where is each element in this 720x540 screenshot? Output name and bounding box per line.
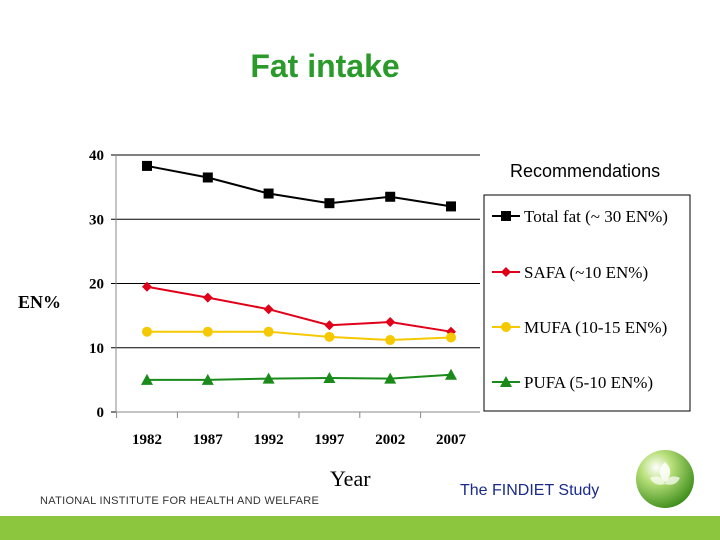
y-axis-label: EN% xyxy=(18,292,61,312)
x-tick-label: 2002 xyxy=(375,432,405,448)
legend-marker xyxy=(501,211,511,221)
y-tick-label: 10 xyxy=(89,341,104,357)
data-point xyxy=(263,326,274,337)
legend-entry: Total fat (~ 30 EN%) xyxy=(524,207,668,226)
x-axis-label: Year xyxy=(330,466,371,491)
y-tick-label: 30 xyxy=(89,212,104,228)
legend-box xyxy=(483,194,691,412)
axes xyxy=(111,154,480,418)
x-tick-label: 1982 xyxy=(132,432,162,448)
footer-bar xyxy=(0,516,720,540)
legend-entry: MUFA (10-15 EN%) xyxy=(524,318,667,337)
data-point xyxy=(446,201,456,212)
legend-entry: SAFA (~10 EN%) xyxy=(524,263,648,282)
data-point xyxy=(142,326,152,337)
legend-title: Recommendations xyxy=(510,161,660,181)
series-line xyxy=(146,285,452,333)
legend-marker xyxy=(501,322,511,332)
data-point xyxy=(445,368,457,380)
series-line xyxy=(147,330,452,342)
legend: Total fat (~ 30 EN%) SAFA (~10 EN%) MUFA (… xyxy=(483,194,691,412)
data-point xyxy=(446,332,456,343)
x-tick-label: 2007 xyxy=(436,432,467,448)
series-line xyxy=(146,164,452,208)
data-point xyxy=(385,335,396,346)
data-point xyxy=(324,331,335,342)
data-point xyxy=(384,372,397,384)
gridlines xyxy=(116,154,480,413)
data-point xyxy=(141,373,153,385)
data-point xyxy=(201,373,214,385)
study-name: The FINDIET Study xyxy=(460,482,600,499)
data-point xyxy=(263,304,274,315)
data-point xyxy=(263,188,274,199)
data-point xyxy=(262,372,275,384)
data-point xyxy=(324,320,335,331)
x-tick-label: 1992 xyxy=(254,432,284,448)
data-point xyxy=(142,281,152,292)
legend-entry: PUFA (5-10 EN%) xyxy=(524,373,653,392)
legend-marker xyxy=(500,376,512,387)
data-point xyxy=(385,191,396,202)
legend-marker xyxy=(501,267,511,277)
x-tick-label: 1997 xyxy=(314,432,345,448)
globe-logo-icon xyxy=(636,450,694,508)
slide-title: Fat intake xyxy=(250,48,400,84)
data-point xyxy=(142,160,152,171)
y-tick-label: 0 xyxy=(97,405,105,421)
series-line xyxy=(147,373,452,381)
data-point xyxy=(202,172,213,183)
data-point xyxy=(385,317,396,328)
y-tick-label: 40 xyxy=(89,148,104,164)
tick-labels: 0 10 20 30 40 1982 1987 1992 1997 2002 2007 xyxy=(89,148,467,448)
institute-name: NATIONAL INSTITUTE FOR HEALTH AND WELFAR… xyxy=(40,495,320,507)
data-point xyxy=(324,198,335,209)
data-point xyxy=(202,326,213,337)
data-point xyxy=(323,371,336,383)
series xyxy=(141,160,457,385)
x-tick-label: 1987 xyxy=(193,432,224,448)
data-point xyxy=(202,292,213,303)
y-tick-label: 20 xyxy=(89,277,104,293)
